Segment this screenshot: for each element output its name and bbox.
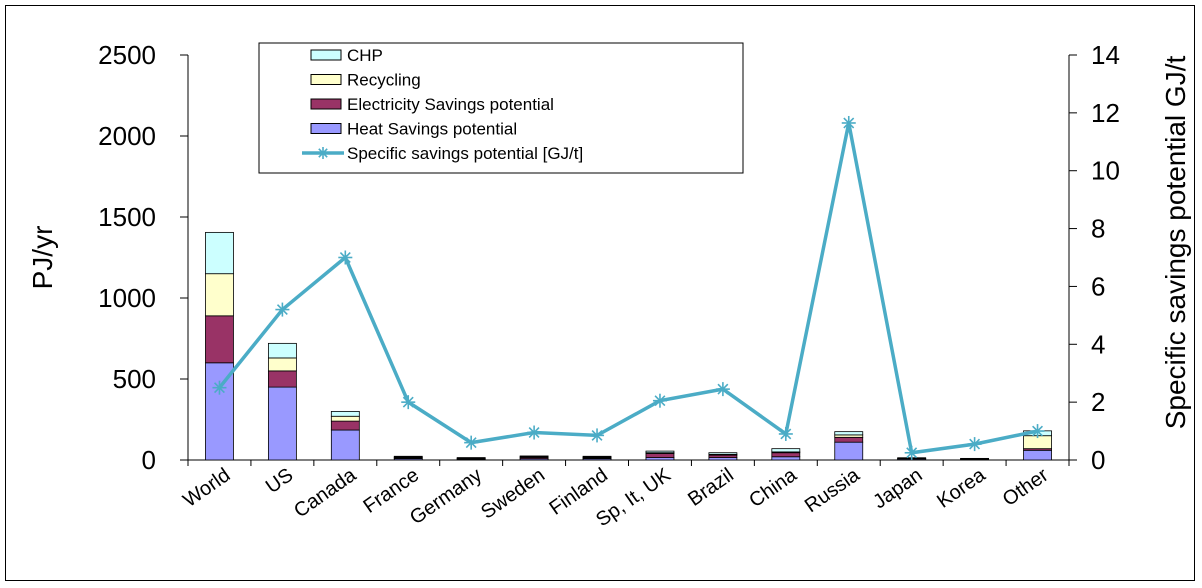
line-point	[778, 426, 793, 441]
x-tick-label: Germany	[406, 464, 486, 529]
x-tick-label: World	[179, 464, 234, 512]
x-tick-label: Sweden	[477, 464, 549, 523]
marker-stroke	[213, 382, 225, 394]
x-tick-label: Brazil	[684, 464, 738, 511]
line-series	[212, 115, 1045, 460]
x-tick-label: Canada	[290, 464, 361, 523]
line-point	[1030, 424, 1045, 439]
line-point	[464, 435, 479, 450]
marker-stroke	[276, 304, 288, 316]
x-tick-label: Other	[999, 464, 1053, 511]
y-tick-label-right: 10	[1091, 156, 1120, 186]
legend-swatch	[310, 49, 342, 61]
marker-stroke	[717, 383, 729, 395]
bar-segment	[834, 436, 864, 443]
bar-segment	[205, 231, 234, 275]
marker-stroke	[906, 447, 918, 459]
y-tick-label-right: 0	[1091, 445, 1105, 475]
line-point	[590, 428, 605, 443]
bar-segment	[645, 450, 675, 454]
legend-label: Specific savings potential [GJ/t]	[347, 144, 583, 163]
bar-segment	[267, 357, 297, 372]
y-tick-label-right: 6	[1091, 271, 1105, 301]
line-point	[275, 302, 290, 317]
legend: CHP Recycling Electricity Savings potentia…	[258, 42, 744, 174]
y-tick-label-right: 2	[1091, 387, 1105, 417]
bar-segment	[205, 273, 234, 317]
marker-stroke	[339, 252, 351, 263]
marker-stroke	[402, 396, 414, 408]
line-point	[904, 445, 919, 460]
x-tick-label: Russia	[801, 464, 864, 518]
bar-segment	[330, 415, 360, 422]
y-tick-label-left: 0	[142, 445, 156, 475]
legend-label: Heat Savings potential	[347, 120, 517, 139]
x-tick-label: Japan	[869, 464, 926, 513]
bar-segment	[267, 386, 297, 461]
bar-segment	[330, 420, 360, 431]
legend-swatch	[310, 123, 342, 134]
bar-segment	[393, 455, 423, 458]
line-point	[652, 393, 667, 408]
x-tick-label: China	[745, 464, 801, 512]
line-point	[967, 437, 982, 452]
y-tick-label-left: 500	[113, 364, 156, 394]
bar-segment	[582, 455, 612, 458]
bar-segment	[205, 362, 234, 461]
bar-segment	[834, 431, 864, 436]
marker-stroke	[780, 428, 792, 440]
bar-segment	[771, 448, 801, 453]
marker-stroke	[528, 427, 540, 438]
bar-segment	[708, 452, 738, 455]
bar-segment	[330, 429, 360, 461]
y-tick-label-left: 1500	[98, 202, 156, 232]
marker-stroke	[654, 395, 666, 407]
marker-stroke	[318, 148, 328, 158]
bar-segment	[330, 410, 360, 417]
line-point	[841, 115, 856, 130]
y-tick-label-right: 12	[1091, 98, 1120, 128]
marker-stroke	[843, 117, 855, 129]
bar-segment	[1023, 449, 1052, 461]
line-point	[401, 395, 416, 410]
line-point	[212, 380, 227, 395]
bar-segment	[771, 452, 801, 458]
line-point	[338, 250, 353, 265]
bar-segment	[267, 342, 297, 359]
y-axis-title-left: PJ/yr	[27, 226, 58, 290]
line-path	[218, 122, 1038, 455]
legend-label: Electricity Savings potential	[347, 95, 554, 114]
y-tick-label-left: 1000	[98, 283, 156, 313]
bar-segment	[645, 453, 675, 458]
bar-segment	[205, 315, 234, 364]
marker-stroke	[465, 437, 477, 449]
legend-marker	[317, 147, 329, 159]
line-point	[715, 382, 730, 397]
marker-stroke	[969, 438, 981, 450]
legend-label: Recycling	[347, 71, 421, 90]
bar-segment	[834, 441, 864, 461]
y-tick-label-right: 4	[1091, 329, 1105, 359]
bar-segment	[267, 370, 297, 388]
legend-swatch	[310, 98, 342, 110]
y-tick-label-left: 2500	[98, 40, 156, 70]
y-tick-label-left: 2000	[98, 121, 156, 151]
legend-label: CHP	[347, 46, 383, 65]
x-tick-label: Korea	[933, 464, 990, 513]
line-point	[527, 425, 542, 440]
y-tick-label-right: 14	[1091, 40, 1120, 70]
y-axis-title-right: Specific savings potential GJ/t	[1160, 56, 1191, 430]
bar-segment	[519, 455, 549, 458]
legend-swatch	[310, 74, 342, 85]
y-tick-label-right: 8	[1091, 214, 1105, 244]
bars	[205, 231, 1052, 461]
x-tick-label: US	[262, 464, 297, 498]
bar-segment	[771, 456, 801, 461]
marker-stroke	[1032, 425, 1044, 437]
marker-stroke	[591, 429, 603, 441]
